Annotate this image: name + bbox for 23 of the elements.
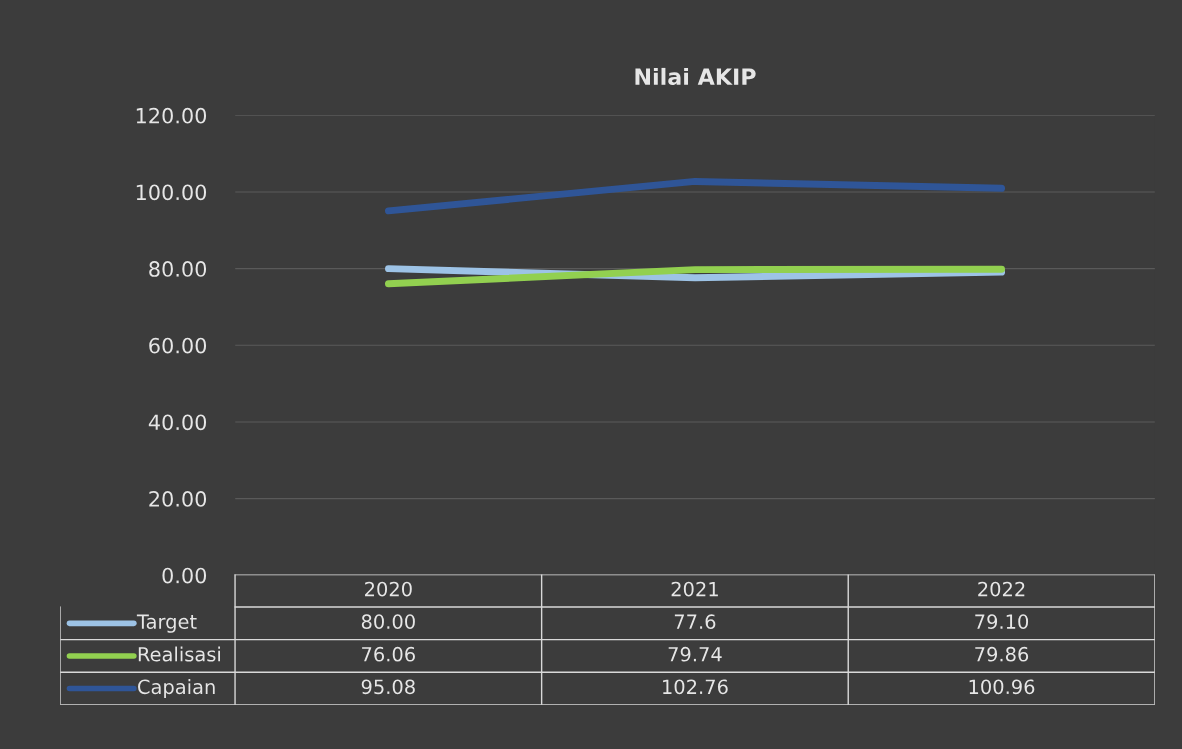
legend-label: Capaian — [138, 679, 215, 698]
y-tick-label: 40.00 — [148, 414, 207, 431]
data-label: 100.96 — [969, 679, 1035, 695]
y-tick-label: 100.00 — [136, 184, 207, 201]
data-label: 102.76 — [663, 679, 728, 695]
data-label: 79.74 — [668, 646, 722, 662]
data-label: 95.08 — [361, 679, 415, 695]
x-tick-label: 2021 — [671, 581, 718, 597]
data-label: 80.00 — [361, 614, 415, 629]
data-label: 76.06 — [362, 646, 415, 662]
y-tick-label: 60.00 — [149, 337, 207, 354]
y-tick-label: 20.00 — [149, 491, 207, 507]
legend-label: Realisasi — [138, 646, 220, 662]
x-tick-label: 2020 — [365, 581, 412, 597]
y-tick-label: 80.00 — [149, 261, 207, 277]
data-label: 79.86 — [975, 646, 1029, 662]
chart-title: Nilai AKIP — [635, 67, 756, 86]
x-tick-label: 2022 — [978, 581, 1025, 597]
y-tick-label: 0.00 — [162, 567, 207, 584]
data-label: 77.6 — [674, 614, 716, 629]
y-tick-label: 120.00 — [136, 107, 207, 124]
data-label: 79.10 — [975, 614, 1029, 629]
legend-label: Target — [136, 614, 197, 633]
